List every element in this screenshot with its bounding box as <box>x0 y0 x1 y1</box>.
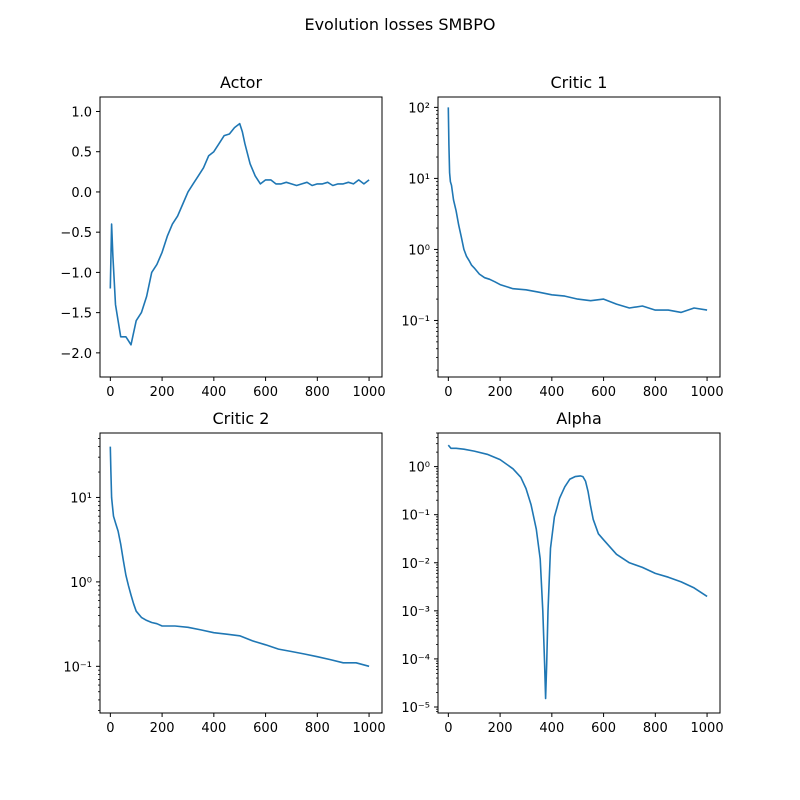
critic-1-xtick-label: 800 <box>643 385 668 400</box>
subplot-critic-2: Critic 2 0 200 400 600 800 1000 10⁻¹ 10⁰ 10¹ <box>63 409 385 736</box>
alpha-ytick-label: 10⁻⁴ <box>401 653 430 668</box>
actor-xtick-label: 800 <box>305 385 330 400</box>
critic-2-xtick-label: 200 <box>150 721 175 736</box>
alpha-ytick-label: 10⁻³ <box>401 605 430 620</box>
alpha-axes-frame <box>437 432 721 714</box>
critic-1-series-line <box>447 107 708 314</box>
critic-2-xtick-label: 600 <box>253 721 278 736</box>
alpha-xtick-label: 0 <box>444 721 452 736</box>
alpha-series-line <box>447 444 708 700</box>
subplot-critic-1: Critic 1 0 200 400 600 800 1000 10⁻¹ 10⁰ 10¹ 10² <box>401 73 723 400</box>
critic-1-xtick-label: 0 <box>444 385 452 400</box>
critic-2-ytick-label: 10⁰ <box>70 576 92 591</box>
actor-ytick-label: −1.5 <box>60 307 92 322</box>
actor-ytick-label: −2.0 <box>60 347 92 362</box>
critic-2-title: Critic 2 <box>213 409 270 428</box>
critic-1-axes-frame <box>437 96 721 378</box>
critic-2-ytick-label: 10⁻¹ <box>63 660 92 675</box>
actor-xtick-label: 0 <box>106 385 114 400</box>
actor-xtick-label: 1000 <box>353 385 386 400</box>
critic-1-xtick-label: 1000 <box>691 385 724 400</box>
actor-ytick-label: −1.0 <box>60 266 92 281</box>
critic-2-xtick-label: 800 <box>305 721 330 736</box>
actor-xtick-label: 200 <box>150 385 175 400</box>
subplot-alpha: Alpha 0 200 400 600 800 1000 10⁻⁵ 10⁻⁴ 10⁻³ 10⁻² 10… <box>401 409 723 736</box>
critic-2-xtick-label: 1000 <box>353 721 386 736</box>
critic-1-ytick-label: 10⁻¹ <box>401 314 430 329</box>
critic-1-title: Critic 1 <box>551 73 608 92</box>
alpha-ytick-label: 10⁻⁵ <box>401 701 430 716</box>
alpha-ytick-label: 10⁻¹ <box>401 509 430 524</box>
critic-1-ytick-label: 10¹ <box>408 172 430 187</box>
actor-ytick-label: 1.0 <box>71 105 92 120</box>
alpha-ytick-label: 10⁰ <box>408 461 430 476</box>
critic-2-xtick-label: 0 <box>106 721 114 736</box>
actor-ytick-label: −0.5 <box>60 226 92 241</box>
critic-1-xtick-label: 400 <box>539 385 564 400</box>
alpha-xtick-label: 1000 <box>691 721 724 736</box>
critic-1-xtick-label: 200 <box>488 385 513 400</box>
actor-axes-frame <box>99 96 383 378</box>
critic-2-xtick-label: 400 <box>201 721 226 736</box>
alpha-xtick-label: 200 <box>488 721 513 736</box>
alpha-xtick-label: 400 <box>539 721 564 736</box>
actor-ytick-label: 0.0 <box>71 186 92 201</box>
critic-1-ytick-label: 10⁰ <box>408 243 430 258</box>
critic-2-axes-frame <box>99 432 383 714</box>
subplot-actor: Actor 0 200 400 600 800 1000 −2.0 −1.5 −1.0 −0.5 0.… <box>60 73 385 400</box>
actor-xtick-label: 600 <box>253 385 278 400</box>
alpha-xtick-label: 800 <box>643 721 668 736</box>
actor-ytick-label: 0.5 <box>71 146 92 161</box>
alpha-xtick-label: 600 <box>591 721 616 736</box>
critic-2-ytick-label: 10¹ <box>70 491 92 506</box>
figure-title: Evolution losses SMBPO <box>304 15 495 34</box>
actor-title: Actor <box>220 73 263 92</box>
subplot-grid: Actor 0 200 400 600 800 1000 −2.0 −1.5 −1.0 −0.5 0.… <box>60 73 723 736</box>
critic-1-ytick-label: 10² <box>408 101 430 116</box>
actor-series-line <box>109 122 370 346</box>
critic-2-series-line <box>109 446 370 668</box>
actor-xtick-label: 400 <box>201 385 226 400</box>
critic-1-xtick-label: 600 <box>591 385 616 400</box>
alpha-title: Alpha <box>556 409 602 428</box>
alpha-ytick-label: 10⁻² <box>401 557 430 572</box>
